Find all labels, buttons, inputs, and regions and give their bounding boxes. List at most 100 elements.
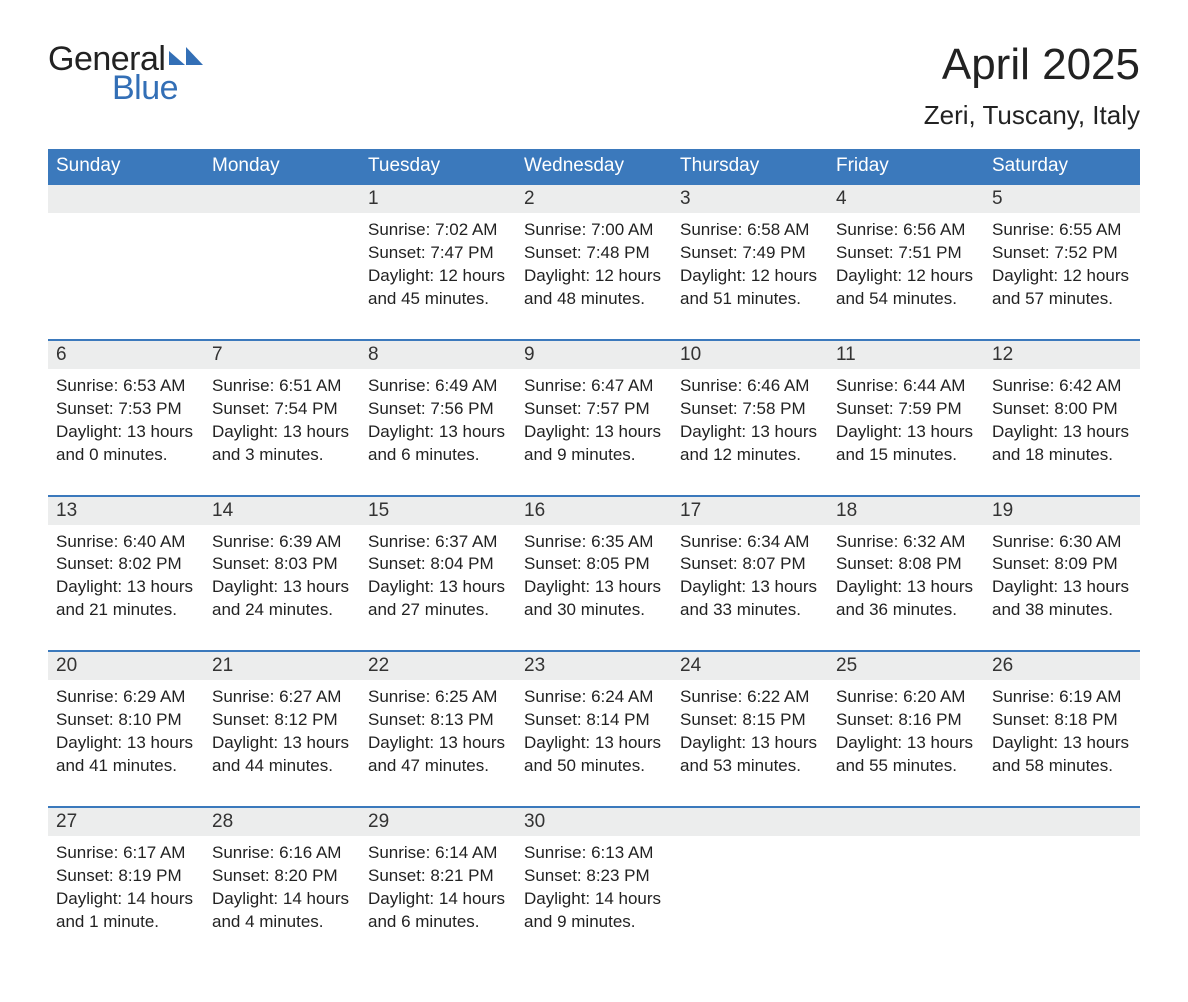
sunset-line: Sunset: 8:16 PM xyxy=(836,709,976,732)
weekday-header-row: Sunday Monday Tuesday Wednesday Thursday… xyxy=(48,149,1140,184)
day-number: 20 xyxy=(48,651,204,680)
day-cell: Sunrise: 7:02 AMSunset: 7:47 PMDaylight:… xyxy=(360,213,516,340)
day-cell: Sunrise: 6:17 AMSunset: 8:19 PMDaylight:… xyxy=(48,836,204,962)
day-cell: Sunrise: 6:30 AMSunset: 8:09 PMDaylight:… xyxy=(984,525,1140,652)
day-number: 7 xyxy=(204,340,360,369)
day-number: 29 xyxy=(360,807,516,836)
day-cell: Sunrise: 6:40 AMSunset: 8:02 PMDaylight:… xyxy=(48,525,204,652)
sunrise-line: Sunrise: 6:40 AM xyxy=(56,531,196,554)
day-cell: Sunrise: 6:37 AMSunset: 8:04 PMDaylight:… xyxy=(360,525,516,652)
daylight-line: Daylight: 13 hours and 15 minutes. xyxy=(836,421,976,467)
daylight-line: Daylight: 12 hours and 48 minutes. xyxy=(524,265,664,311)
day-number: 6 xyxy=(48,340,204,369)
sunrise-line: Sunrise: 6:55 AM xyxy=(992,219,1132,242)
day-number-row: 12345 xyxy=(48,184,1140,213)
day-detail-row: Sunrise: 6:17 AMSunset: 8:19 PMDaylight:… xyxy=(48,836,1140,962)
sunset-line: Sunset: 7:51 PM xyxy=(836,242,976,265)
daylight-line: Daylight: 13 hours and 21 minutes. xyxy=(56,576,196,622)
daylight-line: Daylight: 12 hours and 45 minutes. xyxy=(368,265,508,311)
day-cell: Sunrise: 6:55 AMSunset: 7:52 PMDaylight:… xyxy=(984,213,1140,340)
daylight-line: Daylight: 13 hours and 38 minutes. xyxy=(992,576,1132,622)
day-cell: Sunrise: 6:27 AMSunset: 8:12 PMDaylight:… xyxy=(204,680,360,807)
day-cell: Sunrise: 6:13 AMSunset: 8:23 PMDaylight:… xyxy=(516,836,672,962)
sunset-line: Sunset: 7:58 PM xyxy=(680,398,820,421)
daylight-line: Daylight: 13 hours and 18 minutes. xyxy=(992,421,1132,467)
location: Zeri, Tuscany, Italy xyxy=(924,100,1140,131)
day-number: 16 xyxy=(516,496,672,525)
sunset-line: Sunset: 7:57 PM xyxy=(524,398,664,421)
daylight-line: Daylight: 13 hours and 44 minutes. xyxy=(212,732,352,778)
day-number: 19 xyxy=(984,496,1140,525)
day-number: 15 xyxy=(360,496,516,525)
day-detail-row: Sunrise: 7:02 AMSunset: 7:47 PMDaylight:… xyxy=(48,213,1140,340)
daylight-line: Daylight: 13 hours and 36 minutes. xyxy=(836,576,976,622)
day-number: 12 xyxy=(984,340,1140,369)
day-number-row: 13141516171819 xyxy=(48,496,1140,525)
sunrise-line: Sunrise: 6:53 AM xyxy=(56,375,196,398)
day-number-row: 6789101112 xyxy=(48,340,1140,369)
day-number: 3 xyxy=(672,184,828,213)
weekday-header: Sunday xyxy=(48,149,204,184)
daylight-line: Daylight: 13 hours and 33 minutes. xyxy=(680,576,820,622)
daylight-line: Daylight: 13 hours and 9 minutes. xyxy=(524,421,664,467)
sunset-line: Sunset: 8:08 PM xyxy=(836,553,976,576)
day-number: 24 xyxy=(672,651,828,680)
sunrise-line: Sunrise: 6:24 AM xyxy=(524,686,664,709)
sunrise-line: Sunrise: 6:32 AM xyxy=(836,531,976,554)
sunrise-line: Sunrise: 6:35 AM xyxy=(524,531,664,554)
sunset-line: Sunset: 7:48 PM xyxy=(524,242,664,265)
sunrise-line: Sunrise: 6:39 AM xyxy=(212,531,352,554)
day-number: 21 xyxy=(204,651,360,680)
sunrise-line: Sunrise: 6:29 AM xyxy=(56,686,196,709)
daylight-line: Daylight: 14 hours and 6 minutes. xyxy=(368,888,508,934)
sunrise-line: Sunrise: 7:00 AM xyxy=(524,219,664,242)
daylight-line: Daylight: 12 hours and 57 minutes. xyxy=(992,265,1132,311)
sunset-line: Sunset: 8:05 PM xyxy=(524,553,664,576)
daylight-line: Daylight: 12 hours and 51 minutes. xyxy=(680,265,820,311)
sunrise-line: Sunrise: 6:17 AM xyxy=(56,842,196,865)
daylight-line: Daylight: 13 hours and 24 minutes. xyxy=(212,576,352,622)
day-number: 4 xyxy=(828,184,984,213)
daylight-line: Daylight: 13 hours and 50 minutes. xyxy=(524,732,664,778)
sunrise-line: Sunrise: 6:14 AM xyxy=(368,842,508,865)
day-number: 13 xyxy=(48,496,204,525)
weekday-header: Monday xyxy=(204,149,360,184)
sunset-line: Sunset: 8:00 PM xyxy=(992,398,1132,421)
day-cell: Sunrise: 6:51 AMSunset: 7:54 PMDaylight:… xyxy=(204,369,360,496)
sunrise-line: Sunrise: 6:16 AM xyxy=(212,842,352,865)
day-cell: Sunrise: 6:47 AMSunset: 7:57 PMDaylight:… xyxy=(516,369,672,496)
sunrise-line: Sunrise: 6:13 AM xyxy=(524,842,664,865)
sunset-line: Sunset: 8:09 PM xyxy=(992,553,1132,576)
empty-day-cell xyxy=(204,213,360,340)
sunset-line: Sunset: 7:47 PM xyxy=(368,242,508,265)
day-number: 26 xyxy=(984,651,1140,680)
day-cell: Sunrise: 6:58 AMSunset: 7:49 PMDaylight:… xyxy=(672,213,828,340)
sunset-line: Sunset: 8:02 PM xyxy=(56,553,196,576)
day-detail-row: Sunrise: 6:29 AMSunset: 8:10 PMDaylight:… xyxy=(48,680,1140,807)
day-cell: Sunrise: 6:22 AMSunset: 8:15 PMDaylight:… xyxy=(672,680,828,807)
daylight-line: Daylight: 13 hours and 12 minutes. xyxy=(680,421,820,467)
empty-day-number xyxy=(204,184,360,213)
daylight-line: Daylight: 13 hours and 47 minutes. xyxy=(368,732,508,778)
daylight-line: Daylight: 14 hours and 4 minutes. xyxy=(212,888,352,934)
day-cell: Sunrise: 6:16 AMSunset: 8:20 PMDaylight:… xyxy=(204,836,360,962)
daylight-line: Daylight: 12 hours and 54 minutes. xyxy=(836,265,976,311)
empty-day-cell xyxy=(984,836,1140,962)
day-cell: Sunrise: 6:20 AMSunset: 8:16 PMDaylight:… xyxy=(828,680,984,807)
empty-day-cell xyxy=(828,836,984,962)
sunset-line: Sunset: 8:21 PM xyxy=(368,865,508,888)
header: General Blue April 2025 Zeri, Tuscany, I… xyxy=(48,40,1140,131)
day-number: 18 xyxy=(828,496,984,525)
day-number: 27 xyxy=(48,807,204,836)
sunrise-line: Sunrise: 6:22 AM xyxy=(680,686,820,709)
day-number: 22 xyxy=(360,651,516,680)
page-title: April 2025 xyxy=(924,40,1140,90)
sunset-line: Sunset: 8:07 PM xyxy=(680,553,820,576)
sunrise-line: Sunrise: 6:58 AM xyxy=(680,219,820,242)
weekday-header: Thursday xyxy=(672,149,828,184)
sunrise-line: Sunrise: 6:49 AM xyxy=(368,375,508,398)
calendar-table: Sunday Monday Tuesday Wednesday Thursday… xyxy=(48,149,1140,962)
sunset-line: Sunset: 8:12 PM xyxy=(212,709,352,732)
empty-day-cell xyxy=(48,213,204,340)
day-number-row: 27282930 xyxy=(48,807,1140,836)
